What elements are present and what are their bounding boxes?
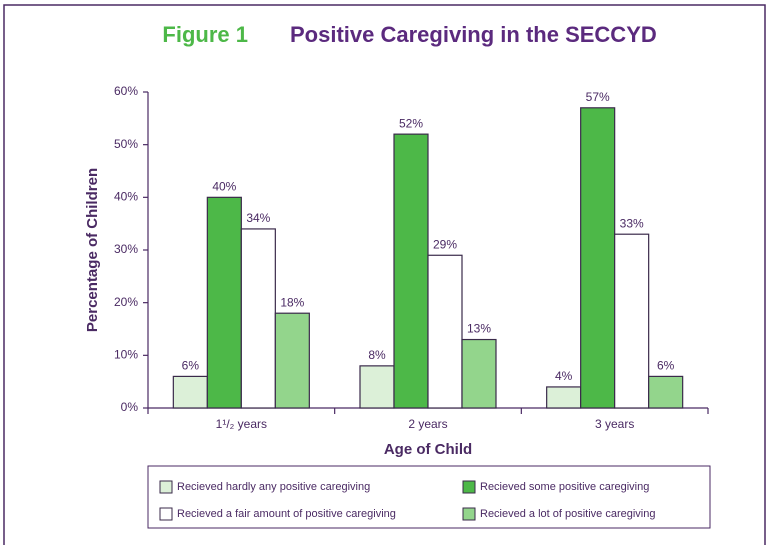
x-axis-label: Age of Child [384,441,472,458]
bar [274,312,310,409]
legend-label: Recieved some positive caregiving [480,481,649,493]
bar [461,338,497,409]
chart-title: Positive Caregiving in the SECCYD [290,22,657,47]
legend-label: Recieved a fair amount of positive careg… [177,508,396,520]
bar [580,107,616,409]
value-label: 33% [620,216,644,230]
x-tick-label: 1¹/₂ years [216,417,267,431]
y-tick-label: 50% [114,137,138,151]
value-label: 6% [657,359,675,373]
y-axis-label: Percentage of Children [84,168,101,332]
bar [172,375,208,409]
bar [393,133,429,409]
legend-label: Recieved a lot of positive caregiving [480,508,655,520]
bar [614,233,650,409]
x-tick-label: 3 years [595,417,634,431]
value-label: 6% [182,359,200,373]
y-tick-label: 0% [121,400,139,414]
value-label: 4% [555,369,573,383]
legend-swatch [159,480,173,494]
y-tick-label: 40% [114,190,138,204]
bar [648,375,684,409]
legend [147,465,711,529]
y-tick-label: 30% [114,242,138,256]
value-label: 29% [433,237,457,251]
value-label: 34% [246,211,270,225]
legend-swatch [462,507,476,521]
y-tick-label: 10% [114,348,138,362]
legend-swatch [159,507,173,521]
y-tick-label: 20% [114,295,138,309]
frame [3,4,766,545]
bar [546,386,582,409]
value-label: 18% [280,295,304,309]
bar [427,254,463,409]
figure-label: Figure 1 [162,22,248,47]
value-label: 13% [467,322,491,336]
value-label: 8% [368,348,386,362]
legend-label: Recieved hardly any positive caregiving [177,481,370,493]
bar [240,228,276,409]
bar [359,365,395,409]
legend-swatch [462,480,476,494]
y-tick-label: 60% [114,84,138,98]
value-label: 57% [586,90,610,104]
value-label: 52% [399,116,423,130]
value-label: 40% [212,180,236,194]
x-tick-label: 2 years [408,417,447,431]
bar [206,196,242,409]
